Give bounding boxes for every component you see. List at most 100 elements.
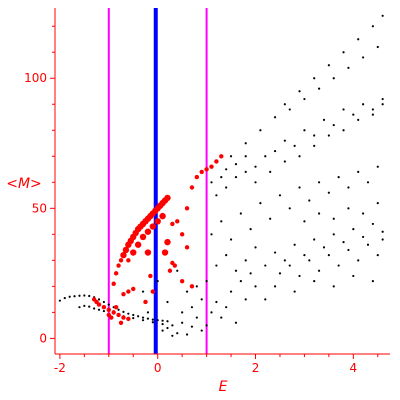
- data-point: [78, 294, 81, 297]
- data-point: [156, 280, 159, 283]
- data-point: [195, 285, 198, 288]
- data-point: [144, 249, 152, 256]
- data-point: [118, 320, 124, 325]
- data-point: [199, 169, 204, 175]
- data-point: [161, 319, 164, 322]
- data-point: [166, 320, 169, 323]
- data-point: [254, 285, 257, 288]
- data-point: [68, 295, 71, 298]
- data-point: [239, 212, 242, 215]
- data-point: [143, 299, 148, 305]
- data-point: [210, 311, 213, 314]
- data-point: [111, 281, 116, 286]
- data-point: [111, 310, 116, 315]
- data-point: [194, 174, 200, 180]
- data-point: [293, 290, 296, 293]
- data-point: [102, 300, 106, 304]
- data-point: [249, 272, 252, 275]
- data-point: [254, 246, 257, 249]
- data-point: [273, 149, 277, 153]
- data-point: [269, 170, 272, 173]
- data-point: [381, 103, 384, 106]
- data-point: [116, 312, 121, 318]
- data-point: [322, 118, 326, 121]
- data-point: [141, 290, 145, 293]
- data-point: [313, 144, 316, 147]
- data-point: [120, 251, 127, 259]
- data-point: [170, 221, 175, 227]
- data-point: [327, 134, 330, 137]
- data-point: [126, 316, 131, 322]
- data-point: [137, 315, 140, 318]
- data-point: [113, 271, 119, 276]
- data-point: [322, 246, 326, 249]
- data-point: [244, 142, 247, 145]
- data-point: [58, 299, 61, 302]
- data-point: [171, 324, 174, 327]
- data-point: [204, 167, 209, 172]
- data-point: [106, 307, 111, 312]
- data-point: [357, 38, 360, 41]
- data-point: [151, 321, 154, 324]
- data-point: [298, 155, 301, 158]
- data-point: [96, 302, 102, 307]
- data-point: [166, 326, 169, 330]
- data-point: [189, 284, 195, 289]
- data-point: [288, 108, 291, 111]
- data-point: [121, 315, 126, 320]
- data-point: [362, 56, 365, 59]
- data-point: [298, 186, 301, 189]
- data-point: [342, 51, 345, 54]
- reference-lines: [107, 8, 208, 354]
- data-point: [278, 194, 282, 197]
- data-point: [229, 155, 233, 158]
- data-point: [93, 307, 96, 310]
- data-point: [303, 254, 306, 257]
- data-point: [381, 14, 384, 17]
- data-point: [225, 168, 228, 171]
- data-point: [151, 318, 154, 321]
- data-point: [132, 316, 135, 320]
- y-ticks: 0 50 100: [24, 25, 55, 345]
- data-point: [293, 144, 296, 147]
- data-point: [362, 103, 365, 106]
- data-point: [175, 219, 180, 224]
- data-point: [130, 249, 137, 256]
- x-ticks: -2 0 2 4: [54, 354, 379, 375]
- data-point: [298, 274, 301, 278]
- data-point: [371, 222, 374, 226]
- data-point: [352, 274, 355, 278]
- data-point: [249, 228, 252, 231]
- data-point: [259, 129, 262, 132]
- data-point: [195, 316, 198, 319]
- data-point: [352, 228, 355, 231]
- data-point: [234, 162, 238, 166]
- data-point: [127, 312, 130, 315]
- data-point: [156, 319, 159, 322]
- data-point: [283, 139, 286, 142]
- data-point: [381, 97, 384, 101]
- data-point: [161, 322, 164, 326]
- data-point: [131, 286, 136, 292]
- data-point: [118, 258, 124, 263]
- data-point: [220, 175, 223, 179]
- data-point: [190, 306, 194, 309]
- data-point: [150, 289, 156, 294]
- data-point: [317, 181, 321, 184]
- data-point: [376, 202, 379, 205]
- data-point: [283, 259, 286, 262]
- data-point: [190, 325, 194, 328]
- data-point: [161, 249, 169, 256]
- data-point: [234, 269, 238, 272]
- data-point: [200, 298, 203, 301]
- data-point: [347, 186, 350, 189]
- data-point: [347, 248, 350, 252]
- data-point: [146, 311, 150, 314]
- data-point: [332, 233, 335, 236]
- data-point: [122, 246, 130, 254]
- data-point: [303, 220, 306, 223]
- data-point: [109, 315, 114, 320]
- data-point: [371, 280, 374, 283]
- data-point: [371, 25, 374, 28]
